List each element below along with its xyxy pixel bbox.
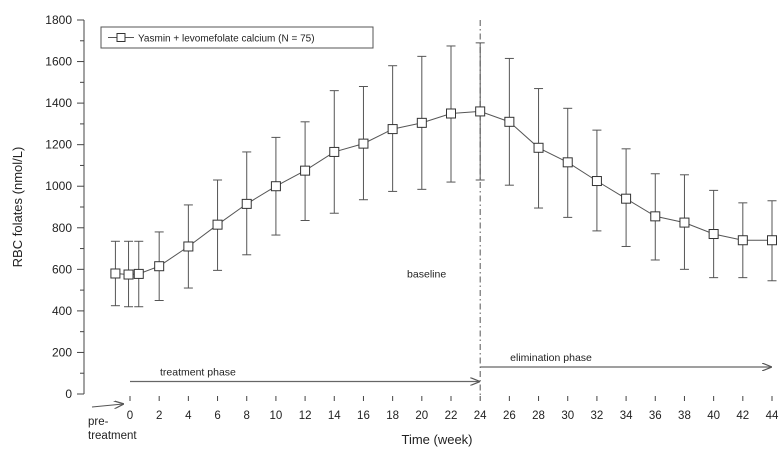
x-tick-label: 28: [532, 410, 545, 422]
data-point-square: [123, 269, 134, 280]
x-tick-label: 40: [707, 410, 720, 422]
data-point-square: [270, 181, 281, 192]
pre-treatment-label: pre-: [88, 416, 109, 428]
x-tick-label: 32: [591, 410, 604, 422]
x-tick-label: 44: [766, 410, 779, 422]
x-tick-label: 24: [474, 410, 487, 422]
x-tick-label: 20: [415, 410, 428, 422]
axis-titles: Time (week) RBC folates (nmol/L): [10, 147, 473, 447]
phase-label: elimination phase: [510, 352, 592, 364]
x-tick-label: 18: [386, 410, 399, 422]
data-point-square: [679, 217, 690, 228]
data-series: [110, 106, 777, 280]
error-bars: [110, 42, 777, 308]
x-axis-title: Time (week): [401, 432, 472, 447]
legend-box: [100, 26, 374, 49]
data-point-square: [241, 198, 252, 209]
data-point-square: [621, 193, 632, 204]
x-tick-label: 10: [270, 410, 283, 422]
x-tick-label: 16: [357, 410, 370, 422]
data-point-square: [533, 142, 544, 153]
x-tick-label: 30: [561, 410, 574, 422]
x-tick-label: 22: [445, 410, 458, 422]
data-point-square: [591, 176, 602, 187]
data-point-square: [300, 165, 311, 176]
pre-treatment-label: treatment: [88, 430, 137, 442]
phase-label: treatment phase: [160, 367, 236, 379]
data-point-square: [562, 157, 573, 168]
data-point-square: [154, 261, 165, 272]
y-tick-label: 1800: [45, 13, 72, 27]
y-axis-title: RBC folates (nmol/L): [10, 147, 25, 268]
x-tick-label: 42: [736, 410, 749, 422]
data-point-square: [212, 219, 223, 230]
data-point-square: [133, 268, 144, 279]
x-tick-label: 36: [649, 410, 662, 422]
data-point-square: [416, 117, 427, 128]
baseline-label: baseline: [407, 269, 446, 281]
y-tick-label: 600: [52, 262, 72, 276]
y-tick-label: 1600: [45, 55, 72, 69]
x-tick-label: 8: [244, 410, 250, 422]
x-tick-label: 38: [678, 410, 691, 422]
y-tick-label: 0: [65, 387, 72, 401]
data-point-square: [329, 146, 340, 157]
x-tick-label: 6: [214, 410, 220, 422]
y-tick-label: 1200: [45, 138, 72, 152]
x-tick-label: 26: [503, 410, 516, 422]
y-tick-label: 1000: [45, 179, 72, 193]
x-tick-label: 14: [328, 410, 341, 422]
x-tick-label: 34: [620, 410, 633, 422]
x-tick-label: 4: [185, 410, 192, 422]
data-point-square: [183, 241, 194, 252]
x-tick-label: 2: [156, 410, 162, 422]
data-point-square: [110, 268, 121, 279]
data-point-square: [708, 229, 719, 240]
data-point-square: [446, 108, 456, 119]
y-tick-label: 400: [52, 304, 72, 318]
phase-annotations: treatment phase elimination phase: [130, 352, 771, 382]
y-tick-label: 1400: [45, 96, 72, 110]
data-point-square: [737, 235, 748, 246]
legend-label: Yasmin + levomefolate calcium (N = 75): [138, 34, 315, 45]
data-point-square: [358, 138, 369, 149]
data-point-square: [504, 116, 515, 127]
x-tick-label: 12: [299, 410, 312, 422]
data-point-square: [387, 124, 398, 135]
data-point-square: [475, 106, 486, 117]
pre-treatment-arrow: [91, 404, 123, 407]
legend-marker-square: [116, 33, 126, 42]
y-tick-label: 800: [52, 221, 72, 235]
x-tick-label: 0: [127, 410, 133, 422]
series-line: [115, 110, 772, 276]
y-tick-label: 200: [52, 345, 72, 359]
data-point-square: [650, 211, 661, 222]
legend: Yasmin + levomefolate calcium (N = 75): [100, 26, 374, 49]
baseline-reference: baseline: [407, 20, 481, 396]
data-point-square: [767, 235, 777, 246]
